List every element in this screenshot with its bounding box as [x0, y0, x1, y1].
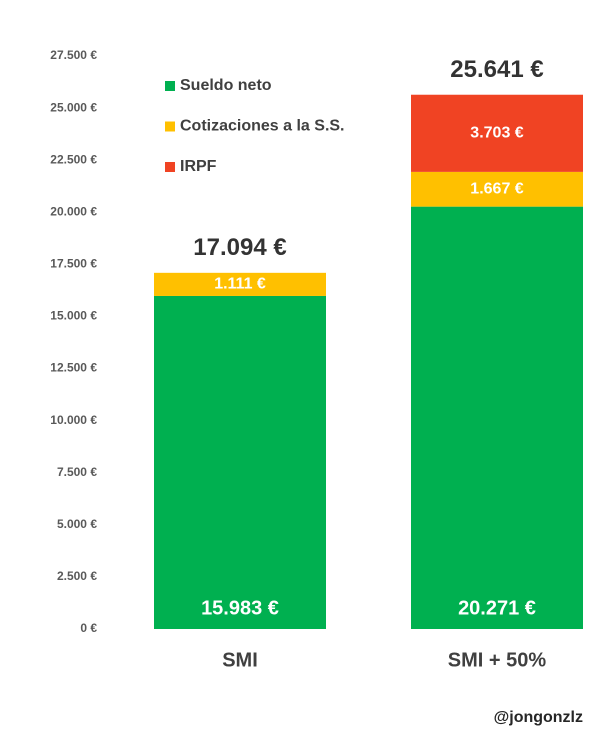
legend-swatch — [165, 81, 175, 91]
bar-segment — [411, 171, 583, 207]
y-tick-label: 10.000 € — [50, 413, 97, 427]
y-tick-label: 2.500 € — [57, 569, 97, 583]
legend-label: IRPF — [180, 158, 217, 175]
bar-segment — [154, 272, 326, 296]
y-tick-label: 20.000 € — [50, 204, 97, 218]
value-label: 15.983 € — [201, 597, 279, 619]
y-tick-label: 17.500 € — [50, 257, 97, 271]
value-label: 3.703 € — [470, 125, 523, 142]
x-tick-label: SMI — [222, 649, 258, 671]
y-tick-label: 27.500 € — [50, 48, 97, 62]
source: @jongonzlz — [494, 709, 583, 726]
y-tick-label: 12.500 € — [50, 361, 97, 375]
total-label: 17.094 € — [193, 234, 286, 261]
value-label: 1.111 € — [214, 276, 266, 293]
y-tick-label: 5.000 € — [57, 517, 97, 531]
bar-segment — [411, 206, 583, 629]
legend-label: Sueldo neto — [180, 77, 272, 94]
y-tick-label: 25.000 € — [50, 100, 97, 114]
bar-segment — [154, 295, 326, 629]
y-tick-label: 22.500 € — [50, 152, 97, 166]
legend-label: Cotizaciones a la S.S. — [180, 118, 345, 135]
total-label: 25.641 € — [450, 56, 543, 83]
y-tick-label: 0 € — [80, 621, 97, 635]
value-label: 1.667 € — [470, 180, 523, 197]
y-tick-label: 15.000 € — [50, 309, 97, 323]
legend-swatch — [165, 121, 175, 132]
bar-segment — [411, 94, 583, 172]
value-label: 20.271 € — [458, 597, 536, 619]
legend-swatch — [165, 162, 175, 172]
x-tick-label: SMI + 50% — [448, 649, 547, 671]
y-tick-label: 7.500 € — [57, 465, 97, 479]
